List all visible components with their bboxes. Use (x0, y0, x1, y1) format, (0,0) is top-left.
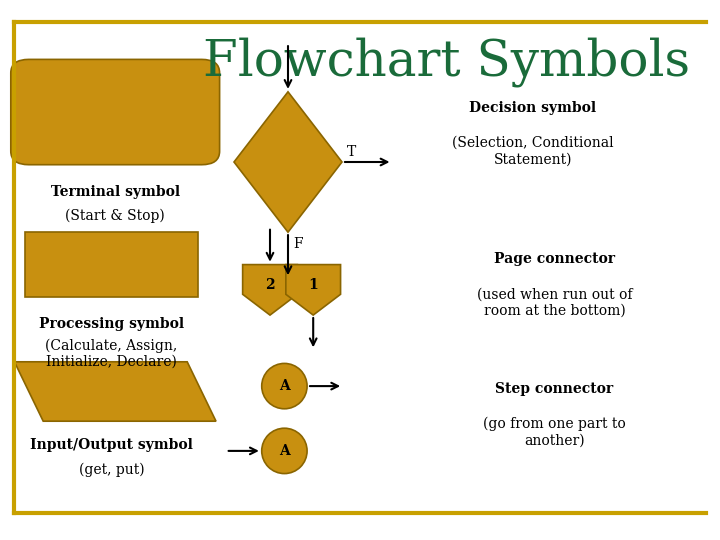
Text: Step connector: Step connector (495, 382, 613, 396)
Text: A: A (279, 444, 289, 458)
Text: Input/Output symbol: Input/Output symbol (30, 438, 193, 453)
Text: (go from one part to
another): (go from one part to another) (483, 417, 626, 447)
Text: (Start & Stop): (Start & Stop) (66, 209, 165, 223)
Text: Flowchart Symbols: Flowchart Symbols (203, 37, 690, 87)
Text: (get, put): (get, put) (78, 463, 145, 477)
FancyBboxPatch shape (11, 59, 220, 165)
Ellipse shape (262, 428, 307, 474)
Text: Processing symbol: Processing symbol (39, 317, 184, 331)
Text: T: T (347, 145, 356, 159)
Polygon shape (234, 92, 342, 232)
Text: F: F (294, 237, 303, 251)
Text: A: A (279, 379, 289, 393)
Ellipse shape (262, 363, 307, 409)
Polygon shape (243, 265, 297, 315)
Text: (Calculate, Assign,
Initialize, Declare): (Calculate, Assign, Initialize, Declare) (45, 339, 178, 369)
Text: Decision symbol: Decision symbol (469, 101, 596, 115)
Text: 1: 1 (308, 279, 318, 292)
Text: 2: 2 (265, 279, 275, 292)
Bar (25, 232, 198, 297)
Text: (Selection, Conditional
Statement): (Selection, Conditional Statement) (452, 136, 613, 166)
Polygon shape (14, 362, 216, 421)
Text: Terminal symbol: Terminal symbol (50, 185, 180, 199)
Text: (used when run out of
room at the bottom): (used when run out of room at the bottom… (477, 287, 632, 318)
Text: Page connector: Page connector (494, 252, 615, 266)
Polygon shape (286, 265, 341, 315)
